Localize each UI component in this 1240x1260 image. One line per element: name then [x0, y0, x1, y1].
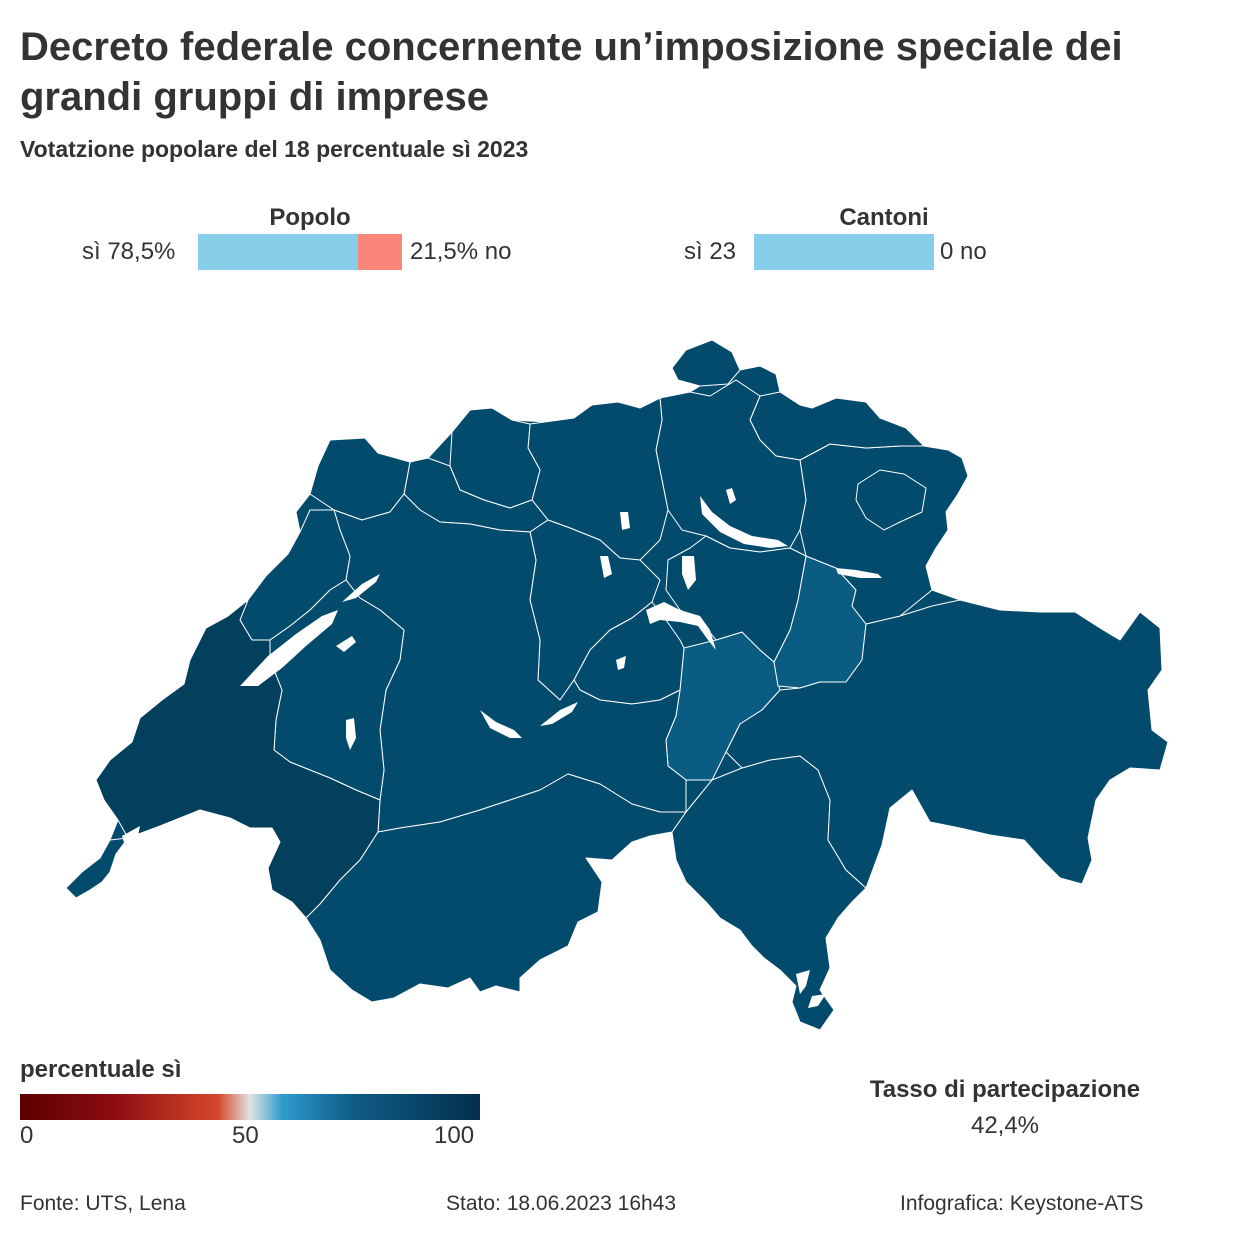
- people-yes-segment: [198, 234, 359, 270]
- cantons-yes-segment: [754, 234, 934, 270]
- map-region-geneva: [65, 837, 129, 899]
- people-heading: Popolo: [269, 204, 351, 231]
- footer-credit: Infografica: Keystone-ATS: [900, 1192, 1144, 1215]
- map-region-vaud: [95, 599, 381, 919]
- lake-walen: [836, 568, 882, 578]
- lake-geneva: [116, 826, 140, 892]
- lake-zug: [682, 556, 696, 590]
- cantons-heading: Cantoni: [839, 204, 929, 231]
- map-region-appenzell: [855, 469, 927, 531]
- lake-murten: [336, 636, 356, 652]
- legend-tick-0: 0: [20, 1122, 34, 1149]
- legend-color-scale: [20, 1094, 480, 1120]
- lake-sempach: [600, 556, 612, 578]
- people-no-label: 21,5% no: [410, 238, 512, 265]
- lake-thun: [480, 710, 522, 738]
- legend-tick-50: 50: [232, 1122, 259, 1149]
- lake-brienz: [540, 702, 578, 726]
- cantons-yes-label: sì 23: [684, 238, 737, 265]
- lake-lugano: [808, 994, 826, 1008]
- lake-maggiore: [796, 970, 810, 994]
- legend-tick-100: 100: [434, 1122, 475, 1149]
- turnout-value: 42,4%: [970, 1112, 1040, 1139]
- people-no-segment: [358, 234, 402, 270]
- footer-source: Fonte: UTS, Lena: [20, 1192, 186, 1215]
- lake-sarnen: [616, 656, 626, 670]
- lake-lucerne: [646, 602, 716, 650]
- lake-gruyere: [346, 718, 356, 750]
- lake-neuchatel: [240, 610, 338, 686]
- legend-title: percentuale sì: [20, 1056, 182, 1083]
- cantons-no-label: 0 no: [940, 238, 987, 265]
- chart-title: Decreto federale concernente un’imposizi…: [20, 25, 1123, 119]
- lake-biel: [342, 574, 380, 602]
- footer-status: Stato: 18.06.2023 16h43: [446, 1192, 677, 1215]
- map-region-graubuenden: [725, 599, 1169, 889]
- lakes: [116, 488, 882, 1008]
- map-region-schaffhausen: [671, 339, 741, 387]
- lake-greifensee: [726, 488, 736, 504]
- map-region-valais: [305, 773, 687, 1003]
- lake-hallwil: [620, 512, 630, 530]
- chart-subtitle: Votatzione popolare del 18 percentuale s…: [20, 136, 529, 162]
- cantons-result-bar: [754, 234, 934, 270]
- turnout-title: Tasso di partecipazione: [869, 1076, 1141, 1103]
- people-yes-label: sì 78,5%: [82, 238, 176, 265]
- lake-zurich: [700, 496, 788, 548]
- people-result-bar: [198, 234, 402, 270]
